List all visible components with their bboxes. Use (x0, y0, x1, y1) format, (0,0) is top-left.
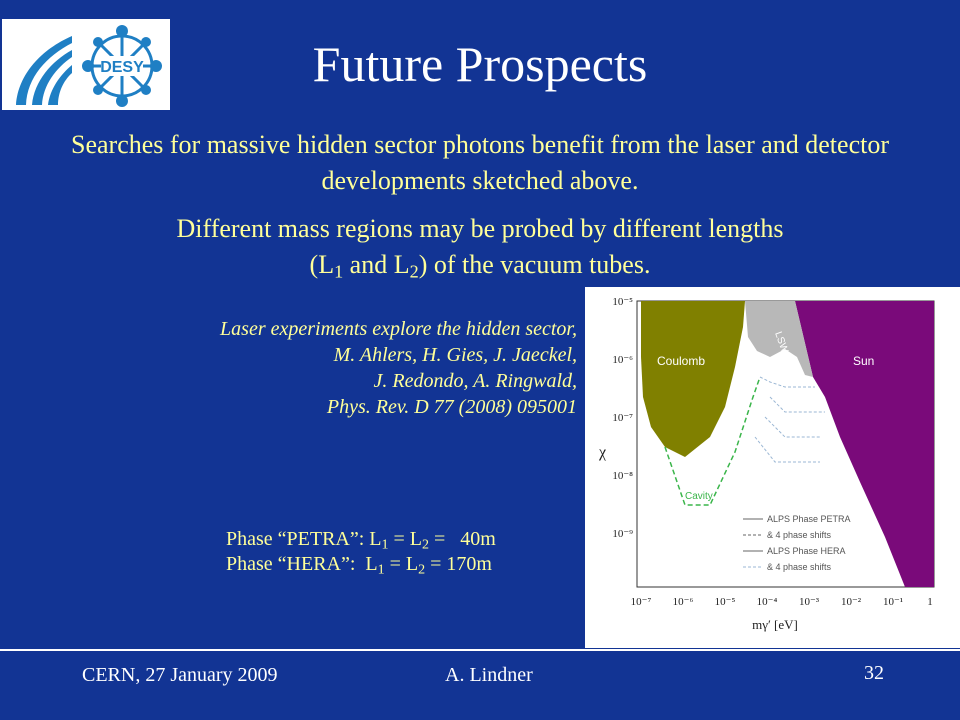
exclusion-plot-graphic: Coulomb Sun LSW Cavity ALPS Phase PETRA … (598, 296, 935, 632)
desy-logo: DESY (2, 19, 170, 110)
y-tick-label: 10⁻⁶ (612, 354, 633, 366)
citation-line: Laser experiments explore the hidden sec… (220, 318, 577, 340)
citation-line: Phys. Rev. D 77 (2008) 095001 (326, 396, 577, 418)
legend-entry: ALPS Phase PETRA (767, 514, 851, 524)
x-tick-label: 10⁻² (841, 596, 862, 608)
cavity-label: Cavity (685, 491, 713, 502)
cavity-curve (664, 376, 761, 506)
x-tick-label: 1 (927, 596, 933, 608)
citation-line: M. Ahlers, H. Gies, J. Jaeckel, (333, 344, 577, 366)
phase-hera: Phase “HERA”: L1 = L2 = 170m (226, 553, 492, 578)
x-tick-label: 10⁻¹ (883, 596, 903, 608)
x-tick-label: 10⁻³ (799, 596, 820, 608)
y-axis-label: χ (598, 444, 607, 461)
paragraph-mass-regions-line1: Different mass regions may be probed by … (176, 214, 784, 243)
citation-line: J. Redondo, A. Ringwald, (373, 370, 578, 392)
desy-logo-text: DESY (100, 59, 144, 76)
phase-petra: Phase “PETRA”: L1 = L2 = 40m (226, 528, 496, 553)
x-tick-label: 10⁻⁷ (631, 596, 652, 608)
coulomb-region (641, 301, 745, 457)
sun-region (795, 301, 934, 587)
y-tick-label: 10⁻⁵ (612, 296, 633, 308)
y-tick-label: 10⁻⁷ (612, 412, 633, 424)
phase-lengths: Phase “PETRA”: L1 = L2 = 40m Phase “HERA… (226, 527, 596, 577)
paragraph-mass-regions: Different mass regions may be probed by … (176, 214, 784, 282)
paragraph-searches: Searches for massive hidden sector photo… (71, 130, 889, 195)
x-tick-label: 10⁻⁴ (757, 596, 778, 608)
alps-curves (754, 376, 825, 463)
footer-author: A. Lindner (445, 664, 533, 686)
desy-logo-graphic: DESY (16, 25, 162, 107)
x-tick-label: 10⁻⁵ (715, 596, 736, 608)
lsw-region (745, 301, 813, 377)
legend-entry: & 4 phase shifts (767, 562, 832, 572)
slide-number: 32 (864, 662, 884, 684)
exclusion-plot: Coulomb Sun LSW Cavity ALPS Phase PETRA … (585, 287, 960, 648)
slide-title: Future Prospects (312, 36, 648, 92)
x-axis-label: mγ′ [eV] (752, 617, 798, 632)
reference-citation: Laser experiments explore the hidden sec… (57, 316, 577, 420)
y-tick-label: 10⁻⁹ (612, 528, 633, 540)
y-tick-label: 10⁻⁸ (612, 470, 633, 482)
sun-label: Sun (853, 354, 874, 368)
plot-legend: ALPS Phase PETRA & 4 phase shifts ALPS P… (743, 514, 851, 572)
footer-event-date: CERN, 27 January 2009 (82, 664, 278, 686)
footer-divider (0, 649, 960, 651)
coulomb-label: Coulomb (657, 354, 705, 368)
legend-entry: ALPS Phase HERA (767, 546, 846, 556)
x-tick-label: 10⁻⁶ (673, 596, 694, 608)
legend-entry: & 4 phase shifts (767, 530, 832, 540)
